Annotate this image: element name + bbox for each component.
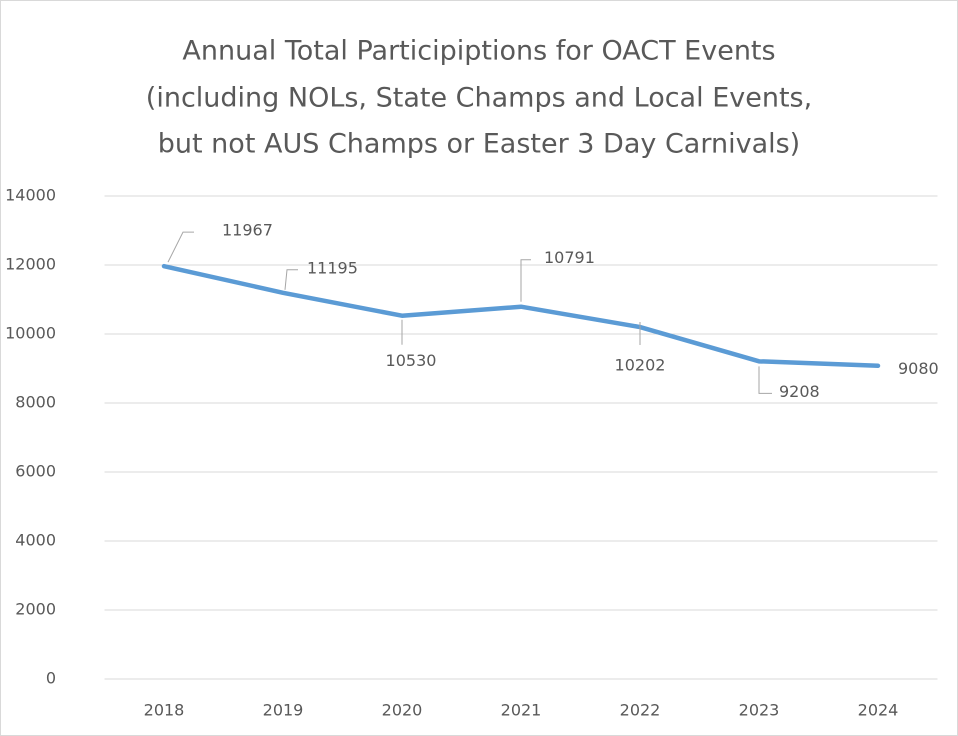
data-label: 10791 [544, 248, 595, 267]
x-tick-label: 2023 [739, 701, 780, 720]
data-line [161, 263, 881, 368]
x-tick-label: 2021 [501, 701, 542, 720]
y-tick-label: 0 [46, 669, 56, 688]
data-label: 9080 [898, 359, 939, 378]
x-tick-label: 2022 [620, 701, 661, 720]
y-tick-label: 10000 [5, 324, 56, 343]
x-tick-label: 2019 [263, 701, 304, 720]
data-label: 9208 [779, 382, 820, 401]
data-label: 11195 [307, 258, 358, 277]
y-tick-label: 8000 [15, 393, 56, 412]
leader-line [758, 366, 772, 394]
x-tick-label: 2024 [858, 701, 899, 720]
data-label: 11967 [222, 221, 273, 240]
leader-line [520, 259, 531, 302]
chart-title: but not AUS Champs or Easter 3 Day Carni… [158, 129, 800, 160]
leader-line [284, 269, 298, 290]
y-tick-label: 12000 [5, 255, 56, 274]
chart-title: Annual Total Participiptions for OACT Ev… [182, 36, 775, 67]
y-tick-label: 4000 [15, 531, 56, 550]
data-label: 10530 [386, 351, 437, 370]
x-tick-label: 2018 [144, 701, 185, 720]
data-label: 10202 [615, 356, 666, 375]
y-tick-label: 2000 [15, 600, 56, 619]
chart-title: (including NOLs, State Champs and Local … [146, 83, 812, 114]
y-tick-label: 14000 [5, 186, 56, 205]
y-tick-label: 6000 [15, 462, 56, 481]
x-tick-label: 2020 [382, 701, 423, 720]
leader-line [167, 231, 194, 263]
